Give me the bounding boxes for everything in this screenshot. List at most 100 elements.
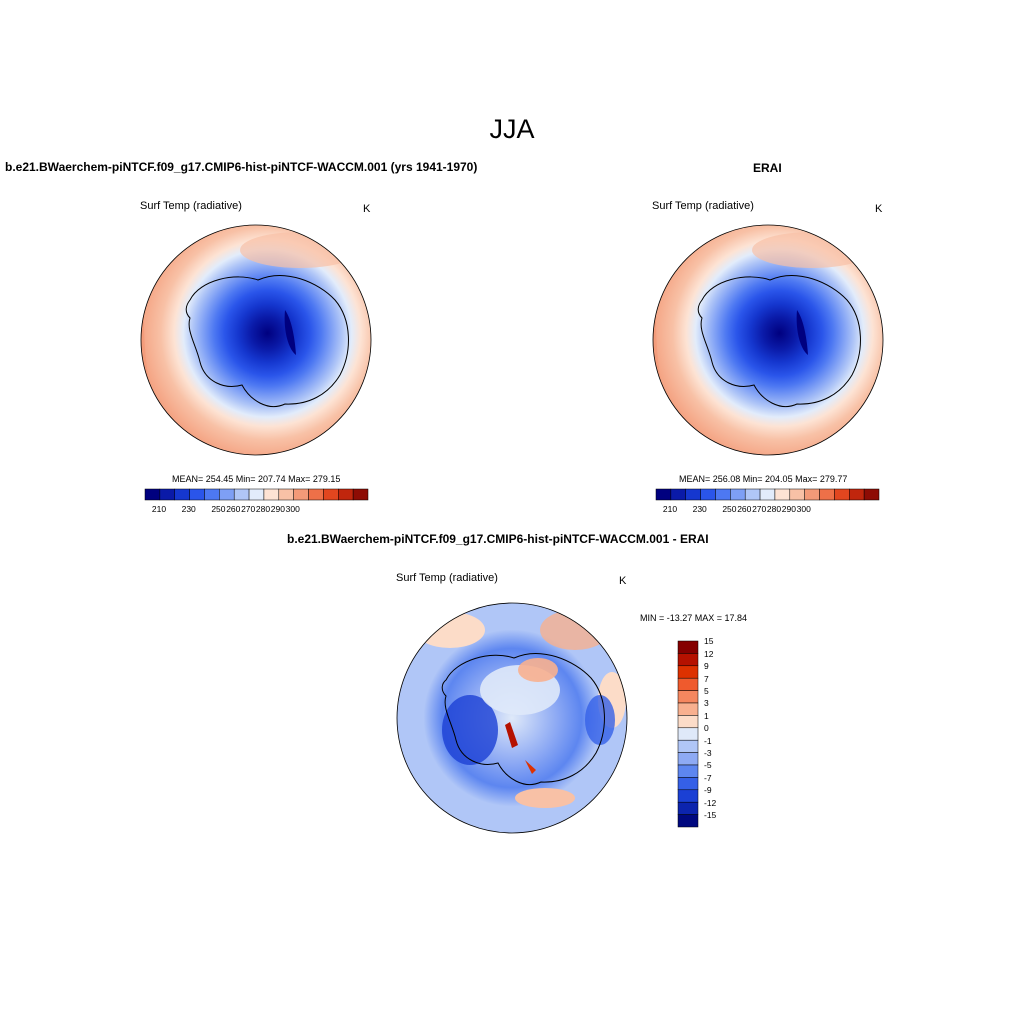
colorbar-swatch — [863, 488, 880, 501]
colorbar-tick-label: 1 — [704, 710, 709, 721]
figure-title: JJA — [489, 114, 535, 144]
colorbar-swatch — [677, 640, 699, 654]
colorbar-swatch — [744, 488, 761, 501]
colorbar-tick-label: 15 — [704, 636, 714, 647]
colorbar-swatch — [233, 488, 250, 501]
colorbar-swatch — [293, 488, 309, 501]
colorbar-tick-label: 3 — [704, 698, 709, 709]
panel-2-title: ERAI — [753, 161, 782, 175]
colorbar-swatch — [730, 488, 746, 501]
colorbar-swatch — [677, 690, 699, 704]
colorbar-tick-label: 0 — [704, 723, 709, 734]
colorbar-swatch — [159, 488, 175, 501]
colorbar-swatch — [323, 488, 339, 501]
colorbar-tick-label: -1 — [704, 735, 712, 746]
panel-2-map-border — [652, 224, 884, 456]
panel-1-title: b.e21.BWaerchem-piNTCF.f09_g17.CMIP6-his… — [5, 160, 478, 174]
panel-3-colorbar — [677, 640, 699, 828]
colorbar-swatch — [759, 488, 776, 501]
colorbar-swatch — [174, 488, 190, 501]
colorbar-swatch — [677, 653, 699, 667]
panel-1-units: K — [363, 203, 371, 215]
panel-3-map-border — [396, 602, 628, 834]
panel-2-stats: MEAN= 256.08 Min= 204.05 Max= 279.77 — [679, 474, 848, 484]
panel-1-variable-label: Surf Temp (radiative) — [140, 200, 242, 212]
panel-3-map — [397, 603, 627, 833]
colorbar-swatch — [677, 789, 699, 803]
panel-1-stats: MEAN= 254.45 Min= 207.74 Max= 279.15 — [172, 474, 341, 484]
colorbar-swatch — [819, 488, 835, 501]
panel-3-variable-label: Surf Temp (radiative) — [396, 572, 498, 584]
panel-1-map-border — [140, 224, 372, 456]
colorbar-swatch — [308, 488, 324, 501]
antarctica-coastline-1 — [185, 275, 349, 408]
colorbar-tick-label: 210 — [662, 504, 678, 514]
panel-2-variable-label: Surf Temp (radiative) — [652, 200, 754, 212]
panel-2-map — [653, 225, 883, 455]
colorbar-swatch — [677, 677, 699, 691]
colorbar-tick-label: 280 — [766, 504, 782, 514]
panel-2-units: K — [875, 203, 883, 215]
colorbar-swatch — [677, 665, 699, 679]
colorbar-swatch — [700, 488, 716, 501]
colorbar-swatch — [677, 814, 699, 828]
colorbar-swatch — [804, 488, 820, 501]
colorbar-swatch — [248, 488, 265, 501]
panel-3-units: K — [619, 575, 627, 587]
colorbar-swatch — [655, 488, 672, 501]
colorbar-swatch — [338, 488, 354, 501]
colorbar-tick-label: -12 — [704, 797, 717, 808]
colorbar-tick-label: 290 — [270, 504, 285, 514]
colorbar-swatch — [677, 702, 699, 716]
colorbar-tick-label: 7 — [704, 673, 709, 684]
colorbar-tick-label: 260 — [737, 504, 752, 514]
colorbar-tick-label: -5 — [704, 760, 712, 771]
colorbar-swatch — [677, 727, 699, 741]
colorbar-swatch — [774, 488, 791, 501]
colorbar-tick-label: 290 — [781, 504, 796, 514]
colorbar-tick-label: 230 — [181, 504, 196, 514]
colorbar-swatch — [849, 488, 865, 501]
colorbar-tick-label: 300 — [285, 504, 300, 514]
colorbar-swatch — [677, 752, 699, 766]
colorbar-tick-label: 230 — [692, 504, 707, 514]
panel-3-title: b.e21.BWaerchem-piNTCF.f09_g17.CMIP6-his… — [287, 532, 709, 546]
colorbar-tick-label: -15 — [704, 810, 717, 820]
colorbar-tick-label: 280 — [255, 504, 271, 514]
colorbar-swatch — [352, 488, 369, 501]
colorbar-tick-label: 300 — [796, 504, 811, 514]
colorbar-tick-label: 250 — [211, 504, 226, 514]
colorbar-swatch — [219, 488, 235, 501]
panel-1-colorbar — [144, 488, 369, 501]
colorbar-tick-label: -3 — [704, 748, 712, 758]
colorbar-tick-label: -7 — [704, 772, 712, 783]
colorbar-swatch — [278, 488, 294, 501]
colorbar-swatch — [263, 488, 280, 501]
antarctica-coastline-3 — [441, 653, 605, 786]
colorbar-swatch — [189, 488, 205, 501]
antarctica-coastline-2 — [697, 275, 861, 408]
panel-1-map — [141, 225, 371, 455]
colorbar-tick-label: 250 — [722, 504, 737, 514]
colorbar-swatch — [685, 488, 701, 501]
colorbar-tick-label: 5 — [704, 686, 709, 696]
colorbar-swatch — [677, 764, 699, 778]
colorbar-swatch — [677, 715, 699, 729]
colorbar-swatch — [834, 488, 850, 501]
colorbar-swatch — [144, 488, 161, 501]
colorbar-swatch — [204, 488, 220, 501]
colorbar-swatch — [670, 488, 686, 501]
colorbar-tick-label: 260 — [226, 504, 241, 514]
colorbar-tick-label: -9 — [704, 785, 712, 796]
colorbar-swatch — [789, 488, 805, 501]
colorbar-tick-label: 210 — [151, 504, 167, 514]
colorbar-swatch — [677, 777, 699, 791]
colorbar-swatch — [677, 739, 699, 753]
colorbar-tick-label: 270 — [752, 504, 767, 514]
colorbar-tick-label: 270 — [241, 504, 256, 514]
colorbar-swatch — [715, 488, 731, 501]
colorbar-tick-label: 9 — [704, 661, 709, 672]
panel-3-stats: MIN = -13.27 MAX = 17.84 — [640, 613, 748, 623]
colorbar-swatch — [677, 801, 699, 815]
